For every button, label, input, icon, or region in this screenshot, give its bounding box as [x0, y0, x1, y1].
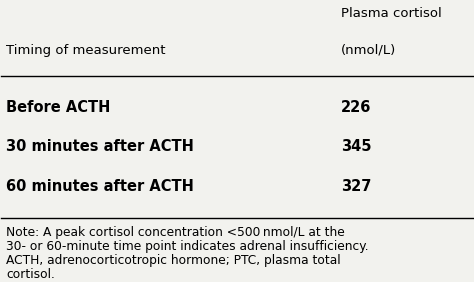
Text: ACTH, adrenocorticotropic hormone; PTC, plasma total: ACTH, adrenocorticotropic hormone; PTC, … — [6, 254, 341, 267]
Text: 60 minutes after ACTH: 60 minutes after ACTH — [6, 179, 194, 194]
Text: 327: 327 — [341, 179, 371, 194]
Text: Before ACTH: Before ACTH — [6, 100, 110, 115]
Text: Plasma cortisol: Plasma cortisol — [341, 7, 441, 20]
Text: Timing of measurement: Timing of measurement — [6, 44, 165, 57]
Text: cortisol.: cortisol. — [6, 268, 55, 281]
Text: 226: 226 — [341, 100, 371, 115]
Text: Note: A peak cortisol concentration <500 nmol/L at the: Note: A peak cortisol concentration <500… — [6, 226, 345, 239]
Text: 345: 345 — [341, 139, 371, 154]
Text: (nmol/L): (nmol/L) — [341, 44, 396, 57]
Text: 30 minutes after ACTH: 30 minutes after ACTH — [6, 139, 194, 154]
Text: 30- or 60-minute time point indicates adrenal insufficiency.: 30- or 60-minute time point indicates ad… — [6, 240, 369, 253]
